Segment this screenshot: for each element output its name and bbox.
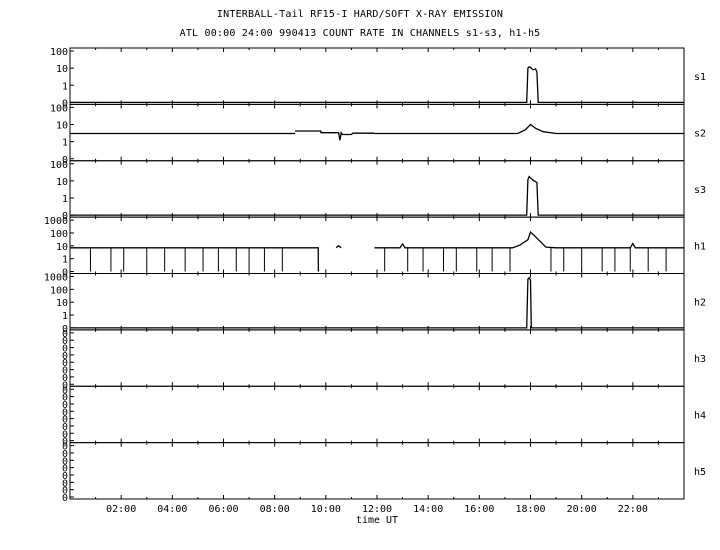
y-tick-label-h3: 0 (62, 380, 68, 391)
y-tick-label-s3: 0 (62, 211, 68, 222)
x-tick-label: 04:00 (157, 504, 187, 515)
y-tick-label-h5: 0 (62, 456, 68, 467)
series-line-s2 (374, 123, 684, 135)
y-tick-label-h1: 1000 (44, 216, 68, 227)
chart-subtitle: ATL 00:00 24:00 990413 COUNT RATE IN CHA… (179, 28, 541, 39)
x-tick-label: 08:00 (260, 504, 290, 515)
x-tick-label: 02:00 (106, 504, 136, 515)
x-tick-label: 20:00 (567, 504, 597, 515)
channel-label-h4: h4 (694, 410, 706, 421)
y-tick-label-h5: 0 (62, 486, 68, 497)
y-tick-label-h5: 0 (62, 478, 68, 489)
y-tick-label-h3: 0 (62, 329, 68, 340)
x-tick-label: 12:00 (362, 504, 392, 515)
y-tick-label-s2: 1 (62, 138, 68, 149)
y-tick-label-h4: 0 (62, 407, 68, 418)
x-tick-label: 16:00 (464, 504, 494, 515)
series-line-h1 (335, 244, 342, 249)
y-tick-label-h4: 0 (62, 385, 68, 396)
series-line-h1 (374, 230, 684, 249)
x-axis-label: time UT (356, 515, 398, 526)
y-tick-label-h2: 0 (62, 324, 68, 335)
y-tick-label-h5: 0 (62, 471, 68, 482)
x-tick-label: 10:00 (311, 504, 341, 515)
x-tick-label: 22:00 (618, 504, 648, 515)
y-tick-label-h2: 10 (56, 298, 68, 309)
panel-frame-h4 (69, 385, 685, 444)
y-tick-label-h4: 0 (62, 400, 68, 411)
y-tick-label-h5: 0 (62, 449, 68, 460)
x-tick-label: 14:00 (413, 504, 443, 515)
x-tick-label: 06:00 (208, 504, 238, 515)
y-tick-label-s1: 100 (50, 47, 68, 58)
y-tick-label-h3: 0 (62, 366, 68, 377)
y-tick-label-s2: 0 (62, 155, 68, 166)
panel-frame-s2 (69, 103, 685, 162)
panel-frame-h1 (69, 216, 685, 274)
y-tick-label-h3: 0 (62, 351, 68, 362)
panel-frame-h3 (69, 329, 685, 387)
y-tick-label-h2: 1 (62, 311, 68, 322)
y-tick-label-h4: 0 (62, 437, 68, 448)
y-tick-label-h4: 0 (62, 422, 68, 433)
channel-label-h1: h1 (694, 241, 706, 252)
y-tick-label-s2: 100 (50, 103, 68, 114)
y-tick-label-s3: 10 (56, 177, 68, 188)
panel-frame-h5 (69, 442, 685, 500)
channel-label-h5: h5 (694, 467, 706, 478)
y-tick-label-h5: 0 (62, 464, 68, 475)
channel-label-s2: s2 (694, 129, 706, 140)
y-tick-label-h5: 0 (62, 442, 68, 453)
y-tick-label-h3: 0 (62, 373, 68, 384)
y-tick-label-s3: 100 (50, 160, 68, 171)
channel-label-h2: h2 (694, 298, 706, 309)
y-tick-label-h1: 10 (56, 242, 68, 253)
series-line-s3 (70, 175, 684, 216)
y-tick-label-h3: 0 (62, 344, 68, 355)
y-tick-label-s2: 10 (56, 121, 68, 132)
y-tick-label-h1: 100 (50, 229, 68, 240)
series-line-h2 (70, 276, 684, 329)
y-tick-label-h4: 0 (62, 429, 68, 440)
y-tick-label-h1: 1 (62, 255, 68, 266)
series-line-s1 (70, 66, 684, 104)
y-tick-label-s1: 1 (62, 81, 68, 92)
y-tick-label-h1: 0 (62, 268, 68, 279)
y-tick-label-h2: 100 (50, 285, 68, 296)
panel-frame-s3 (69, 160, 685, 218)
y-tick-label-h3: 0 (62, 358, 68, 369)
channel-label-h3: h3 (694, 354, 706, 365)
channel-label-s3: s3 (694, 185, 706, 196)
y-tick-label-h2: 1000 (44, 273, 68, 284)
y-tick-label-h4: 0 (62, 415, 68, 426)
series-line-s2 (295, 130, 375, 141)
chart-title: INTERBALL-Tail RF15-I HARD/SOFT X-RAY EM… (216, 9, 504, 20)
x-tick-label: 18:00 (515, 504, 545, 515)
y-tick-label-h4: 0 (62, 393, 68, 404)
y-tick-label-s1: 0 (62, 98, 68, 109)
channel-label-s1: s1 (694, 72, 706, 83)
y-tick-label-s3: 1 (62, 194, 68, 205)
y-tick-label-h3: 0 (62, 336, 68, 347)
series-line-h1 (295, 247, 320, 272)
panel-frame-s1 (69, 47, 685, 105)
panel-frame-h2 (69, 273, 685, 331)
y-tick-label-s1: 10 (56, 64, 68, 75)
y-tick-label-h5: 0 (62, 493, 68, 504)
